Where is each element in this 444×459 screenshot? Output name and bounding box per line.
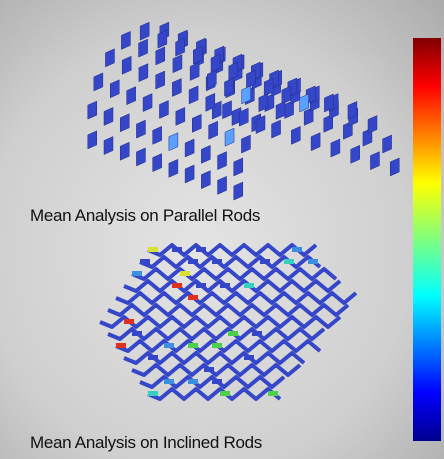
stress-patch [140,259,150,264]
stress-patch [196,283,206,288]
stress-patch [260,259,270,264]
stress-patch [284,259,294,264]
stress-patch [172,283,182,288]
stress-patch [124,319,134,324]
stress-patch [164,379,174,384]
stress-patch [252,331,262,336]
stress-patch [116,343,126,348]
stress-patch [204,367,214,372]
stress-patch [212,379,222,384]
stress-patch [212,343,222,348]
figure: Mean Analysis on Parallel Rods Mean Anal… [0,0,444,459]
caption: Mean Analysis on Inclined Rods [30,433,262,452]
stress-patch [132,331,142,336]
caption: Mean Analysis on Parallel Rods [30,206,260,225]
stress-patch [228,331,238,336]
stress-patch [148,391,158,396]
colorbar [413,38,441,441]
stress-patch [188,343,198,348]
stress-patch [292,247,302,252]
stress-patch [188,379,198,384]
page: Mean Analysis on Parallel Rods Mean Anal… [0,0,444,459]
stress-patch [180,271,190,276]
stress-patch [220,391,230,396]
stress-patch [188,295,198,300]
stress-patch [148,355,158,360]
stress-patch [132,271,142,276]
stress-patch [244,355,254,360]
stress-patch [196,247,206,252]
stress-patch [188,259,198,264]
stress-patch [148,247,158,252]
stress-patch [220,283,230,288]
stress-patch [212,259,222,264]
stress-patch [244,283,254,288]
stress-patch [164,343,174,348]
stress-patch [308,259,318,264]
stress-patch [172,247,182,252]
stress-patch [268,391,278,396]
